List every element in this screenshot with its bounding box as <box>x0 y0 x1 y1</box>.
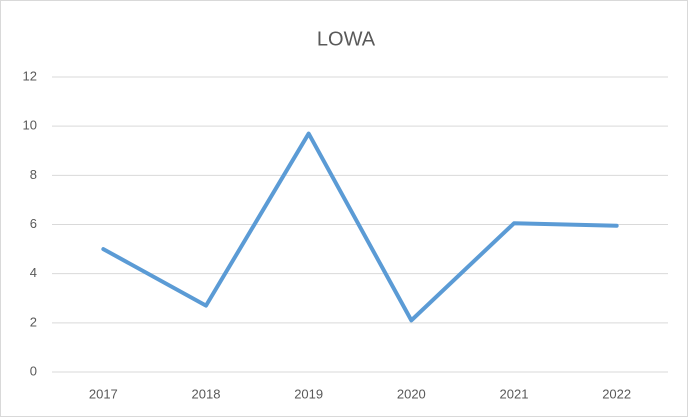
y-tick-label: 4 <box>30 265 37 280</box>
x-tick-label: 2018 <box>192 386 221 401</box>
y-tick-label: 8 <box>30 167 37 182</box>
x-tick-label: 2019 <box>294 386 323 401</box>
chart-title: LOWA <box>317 28 376 50</box>
y-tick-label: 2 <box>30 314 37 329</box>
line-series <box>101 131 619 323</box>
x-tick-label: 2020 <box>397 386 426 401</box>
y-tick-label: 10 <box>23 118 37 133</box>
y-tick-label: 0 <box>30 363 37 378</box>
x-tick-label: 2022 <box>602 386 631 401</box>
y-tick-label: 12 <box>23 68 37 83</box>
x-tick-label: 2021 <box>500 386 529 401</box>
x-tick-label: 2017 <box>89 386 118 401</box>
y-tick-label: 6 <box>30 216 37 231</box>
